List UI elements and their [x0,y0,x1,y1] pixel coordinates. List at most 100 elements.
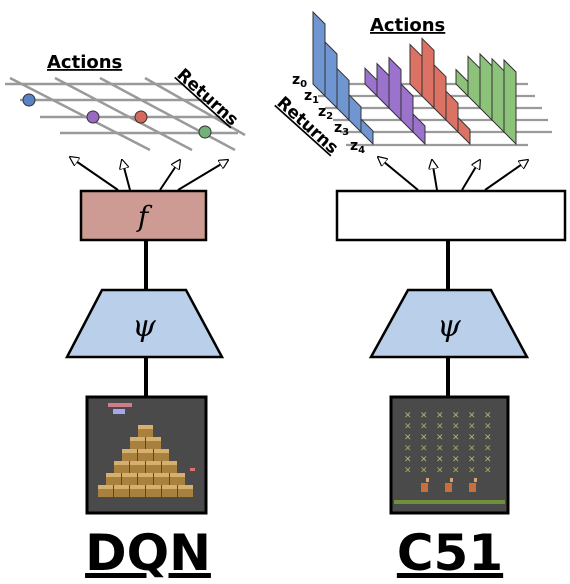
c51-z-label-4: z4 [350,138,365,156]
c51-encoder-trapezoid [368,288,530,359]
c51-z-label-2: z2 [318,104,333,122]
qbert-enemy-icon [190,468,195,471]
invader-sprite: ✕ [468,433,476,443]
c51-bar-action-4-atom-4 [503,58,517,146]
qbert-cube-side [122,477,137,485]
invader-sprite: ✕ [484,433,492,443]
invader-sprite: ✕ [452,455,460,465]
c51-bar-action-4-atom-0 [455,68,469,98]
dqn-action-value-dot-1 [22,93,36,107]
qbert-cube-side [146,441,161,449]
qbert-cube-side [106,477,121,485]
dqn-encoder-trapezoid [64,288,225,359]
qbert-lives-icon [113,409,125,414]
qbert-cube-top [122,449,137,453]
dqn-action-value-dot-4 [198,125,212,139]
c51-bar-action-1-atom-1 [324,40,338,110]
dqn-head-box [79,189,208,242]
qbert-cube-top [162,461,177,465]
invader-sprite: ✕ [404,411,412,421]
c51-head-box [335,189,567,242]
c51-bar-action-4-atom-3 [491,57,505,134]
invader-sprite: ✕ [404,433,412,443]
c51-title: C51 [397,524,503,582]
qbert-cube-top [178,485,193,489]
invader-sprite: ✕ [420,466,428,476]
invaders-formation: ✕ ✕ ✕ ✕ ✕ ✕✕ ✕ ✕ ✕ ✕ ✕✕ ✕ ✕ ✕ ✕ ✕✕ ✕ ✕ ✕ ✕ ✕✕ ✕ ✕ ✕ ✕ ✕✕ ✕ ✕ ✕ ✕ ✕ [404,411,492,482]
qbert-cube-side [178,489,193,497]
invader-sprite: ✕ [420,433,428,443]
invaders-ground [394,500,505,504]
qbert-cube-top [106,473,121,477]
qbert-cube-top [138,425,153,429]
qbert-cube-side [154,477,169,485]
qbert-cube-side [122,453,137,461]
dqn-title: DQN [85,524,211,582]
invader-sprite: ✕ [436,466,444,476]
invader-sprite: ✕ [484,455,492,465]
c51-game-screen: ✕ ✕ ✕ ✕ ✕ ✕✕ ✕ ✕ ✕ ✕ ✕✕ ✕ ✕ ✕ ✕ ✕✕ ✕ ✕ ✕ ✕ ✕✕ ✕ ✕ ✕ ✕ ✕✕ ✕ ✕ ✕ ✕ ✕ [389,395,510,515]
invader-sprite: ✕ [436,422,444,432]
qbert-cube-side [138,429,153,437]
qbert-cube-top [162,485,177,489]
c51-bar-action-1-atom-2 [336,67,350,122]
dqn-actions-label: Actions [47,52,122,73]
qbert-cube-top [170,473,185,477]
qbert-cube-side [146,465,161,473]
invader-sprite: ✕ [452,444,460,454]
invader-sprite: ✕ [484,422,492,432]
qbert-cube-top [154,449,169,453]
invader-sprite: ✕ [420,422,428,432]
c51-bar-action-2-atom-0 [364,66,378,98]
invader-sprite: ✕ [452,411,460,421]
c51-bar-action-1-atom-4 [360,117,374,146]
c51-bar-action-4-atom-1 [467,55,481,110]
qbert-cube-side [98,489,113,497]
c51-panel: Actions Returns z0 z1 z2 z3 z4 ψ ✕ ✕ ✕ ✕ ✕ ✕✕… [273,10,567,582]
invader-sprite: ✕ [452,422,460,432]
invader-sprite: ✕ [484,411,492,421]
c51-bar-action-3-atom-4 [457,116,471,146]
dqn-panel: Actions Returns f ψ DQN [5,52,246,582]
invader-missile [450,478,453,482]
qbert-cube-top [122,473,137,477]
c51-bar-action-3-atom-0 [409,43,423,98]
qbert-cube-top [146,437,161,441]
dqn-game-screen [85,395,208,515]
invader-sprite: ✕ [452,466,460,476]
invader-sprite: ✕ [484,466,492,476]
c51-z-label-1: z1 [304,88,319,106]
invader-sprite: ✕ [468,455,476,465]
invaders-shields [421,483,476,492]
qbert-cube-top [114,461,129,465]
qbert-cube-top [98,485,113,489]
qbert-cube-top [130,437,145,441]
c51-output-arrows [378,157,528,191]
c51-bar-action-1-atom-0 [312,10,326,98]
qbert-cube-side [146,489,161,497]
c51-bar-action-2-atom-4 [412,112,426,146]
qbert-cube-top [130,485,145,489]
invader-sprite: ✕ [404,444,412,454]
invader-sprite: ✕ [436,455,444,465]
invader-sprite: ✕ [404,466,412,476]
invader-sprite: ✕ [420,411,428,421]
invader-sprite: ✕ [404,422,412,432]
c51-bar-action-2-atom-2 [388,56,402,122]
c51-bar-action-3-atom-1 [421,37,435,110]
invader-missile [474,478,477,482]
dqn-output-arrows [70,157,228,191]
invader-sprite: ✕ [452,433,460,443]
c51-bar-action-1-atom-3 [348,93,362,134]
qbert-cube-top [130,461,145,465]
qbert-cube-side [130,489,145,497]
dqn-returns-label: Returns [173,65,242,130]
qbert-cube-side [138,477,153,485]
qbert-cube-side [130,465,145,473]
qbert-cube-side [138,453,153,461]
c51-bar-action-2-atom-1 [376,62,390,110]
invader-sprite: ✕ [468,422,476,432]
invader-sprite: ✕ [420,455,428,465]
c51-bar-action-3-atom-2 [433,63,447,122]
